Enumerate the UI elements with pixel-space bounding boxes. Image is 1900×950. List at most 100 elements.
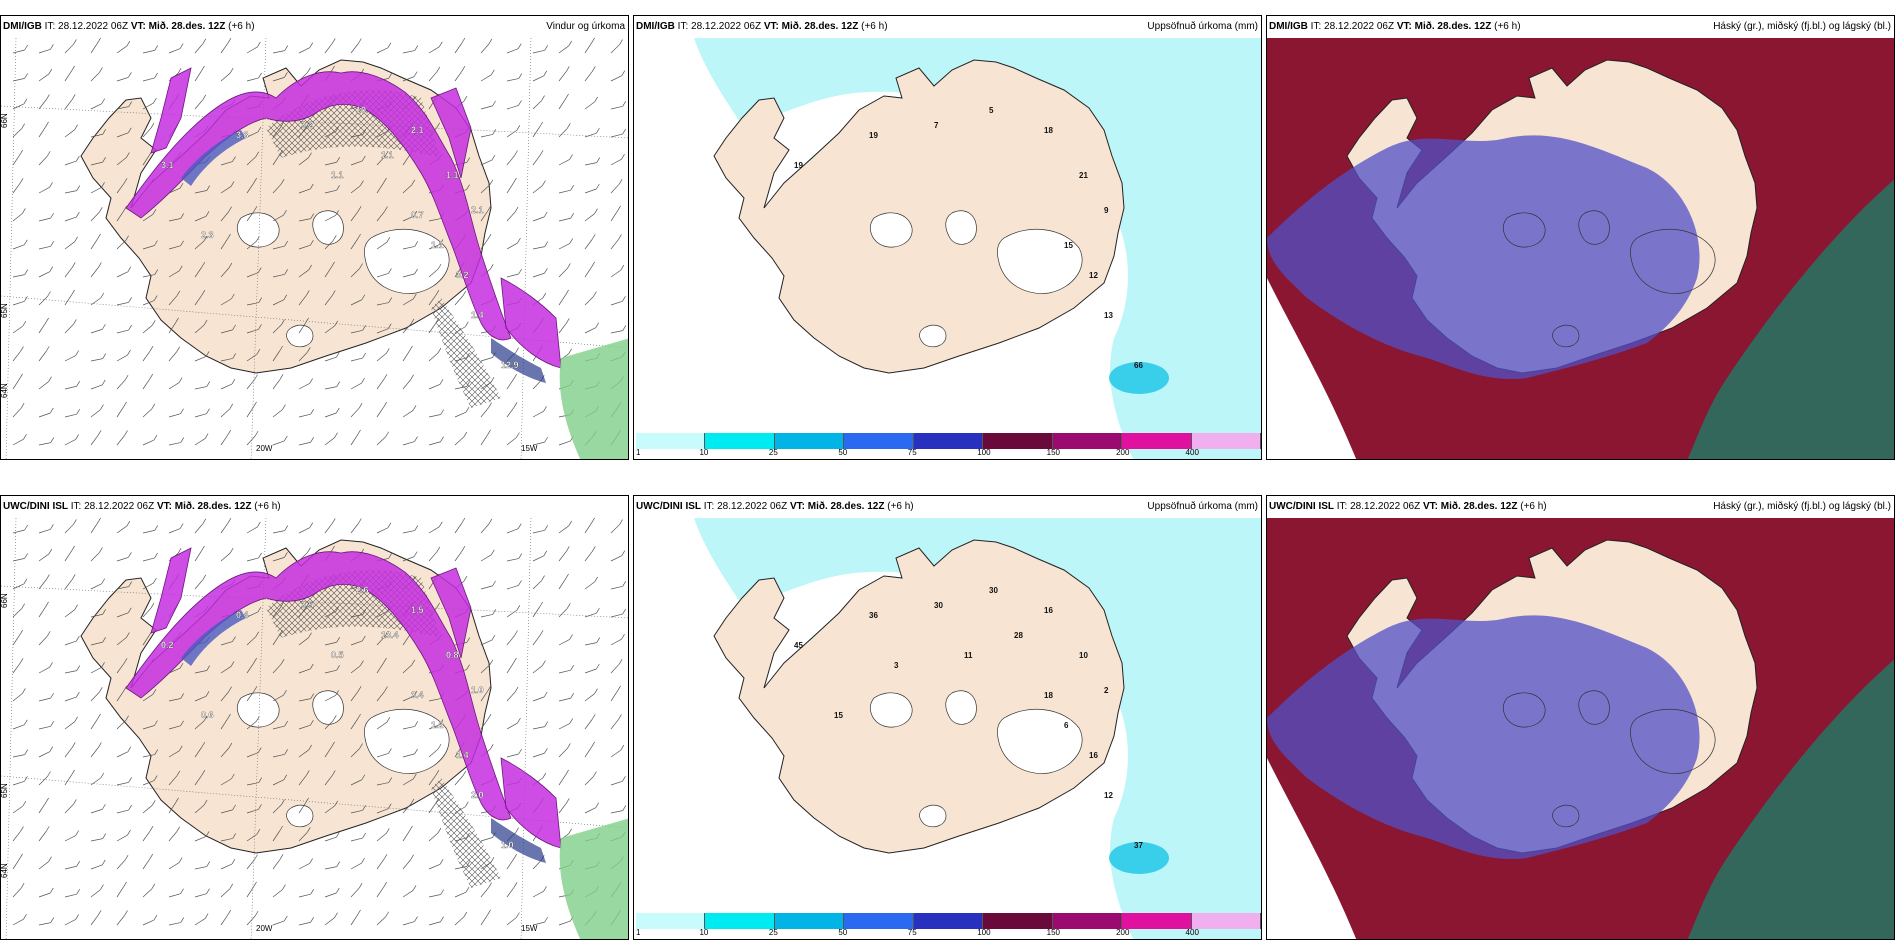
wind-barb-flag <box>622 128 626 135</box>
wind-barb-flag <box>254 910 259 917</box>
wind-barb <box>168 893 181 898</box>
wind-barb <box>610 810 623 814</box>
wind-barb-flag <box>386 717 391 723</box>
wind-barb <box>116 354 128 362</box>
wind-barb <box>272 324 282 334</box>
wind-barb <box>610 690 618 702</box>
wind-barb <box>558 697 571 702</box>
wind-barb-flag <box>307 67 311 73</box>
wind-barb <box>402 556 415 562</box>
wind-barb-flag <box>544 241 549 247</box>
wind-barb <box>506 722 518 730</box>
panel-dmi-accum: DMI/IGB IT: 28.12.2022 06Z VT: Mið. 28.d… <box>633 15 1262 460</box>
wind-barb <box>584 188 597 194</box>
wind-barb <box>454 436 465 446</box>
wind-barb-flag <box>97 233 101 240</box>
wind-barb-flag <box>279 825 283 832</box>
precip-value-label: 1.5 <box>411 605 424 615</box>
wind-barb <box>64 609 75 618</box>
wind-barb <box>142 634 150 646</box>
wind-barb <box>298 668 311 674</box>
wind-barb-flag <box>543 406 547 412</box>
wind-barb-flag <box>618 659 623 665</box>
wind-barb <box>246 182 254 194</box>
wind-barb-flag <box>462 290 467 297</box>
wind-barb-flag <box>127 349 131 356</box>
wind-barb-flag <box>100 404 104 410</box>
wind-barb-flag <box>618 179 623 185</box>
wind-barb <box>64 865 77 870</box>
forecast-step: (+6 h) <box>861 21 888 32</box>
precip-area <box>125 551 512 821</box>
wind-barb-flag <box>127 746 132 753</box>
wind-barb-flag <box>357 713 361 720</box>
wind-barb <box>298 295 307 306</box>
wind-barb <box>38 528 51 534</box>
wind-barb <box>584 776 594 786</box>
axis-tick-label: 66N <box>1 113 9 128</box>
wind-barb <box>116 435 125 446</box>
wind-barb <box>220 238 228 250</box>
wind-barb-flag <box>565 289 569 296</box>
wind-barb <box>558 920 571 926</box>
wind-barb <box>532 635 541 646</box>
wind-barb-flag <box>179 662 184 669</box>
wind-barb-flag <box>203 715 208 722</box>
panel-title: Háský (gr.), miðský (fj.bl.) og lágský (… <box>1713 501 1891 512</box>
wind-barb-flag <box>202 574 207 581</box>
wind-barb-flag <box>517 43 522 49</box>
wind-barb-flag <box>618 234 622 240</box>
wind-barb <box>558 98 566 110</box>
wind-barb-flag <box>154 45 159 51</box>
wind-barb <box>272 299 284 306</box>
wind-barb-flag <box>151 320 156 326</box>
wind-barb-flag <box>488 882 492 888</box>
axis-tick-label: 20W <box>256 444 273 453</box>
wind-barb <box>64 160 77 166</box>
wind-barb-flag <box>544 268 548 274</box>
wind-barb <box>376 859 385 870</box>
wind-barb <box>90 297 101 306</box>
wind-barb-flag <box>50 524 54 530</box>
wind-barb <box>142 378 151 390</box>
accum-value-label: 7 <box>934 121 939 130</box>
axis-tick-label: 65N <box>1 303 9 318</box>
wind-barb-flag <box>76 635 80 642</box>
wind-barb-flag <box>568 40 572 47</box>
wind-barb <box>428 894 441 898</box>
wind-barb <box>194 804 205 814</box>
precip-value-label: 2.1 <box>471 205 484 215</box>
wind-barb <box>428 46 440 54</box>
wind-barb <box>12 378 20 390</box>
wind-barb-flag <box>568 348 572 354</box>
wind-barb <box>558 803 567 814</box>
wind-barb-flag <box>516 912 520 918</box>
wind-barb <box>298 441 311 446</box>
wind-barb-flag <box>359 263 363 269</box>
wind-barb <box>246 379 255 390</box>
wind-barb-flag <box>123 685 127 692</box>
precip-colorbar: 1 10 25 50 75 100 150 200 400 <box>636 913 1261 937</box>
wind-barb <box>298 921 311 926</box>
wind-barb <box>584 719 593 730</box>
wind-barb-flag <box>333 715 337 721</box>
wind-barb-flag <box>409 345 413 352</box>
wind-barb <box>38 245 51 250</box>
wind-barb <box>38 99 47 110</box>
panel-title: Uppsöfnuð úrkoma (mm) <box>1147 21 1258 32</box>
colorbar-tick-label: 200 <box>1116 448 1130 457</box>
wind-barb <box>272 694 284 702</box>
wind-barb-flag <box>466 637 471 643</box>
heavy-precip-core <box>181 610 246 666</box>
wind-barb-flag <box>97 38 101 44</box>
accum-value-label: 3 <box>894 661 899 670</box>
wind-barb-flag <box>201 741 206 748</box>
wind-barb-flag <box>413 690 418 697</box>
wind-barb <box>12 438 24 446</box>
wind-barb <box>142 300 155 306</box>
wind-barb <box>38 861 49 870</box>
accum-value-label: 5 <box>989 106 994 115</box>
wind-barb <box>246 915 256 926</box>
wind-barb-flag <box>50 692 54 699</box>
wind-barb-flag <box>283 774 288 780</box>
